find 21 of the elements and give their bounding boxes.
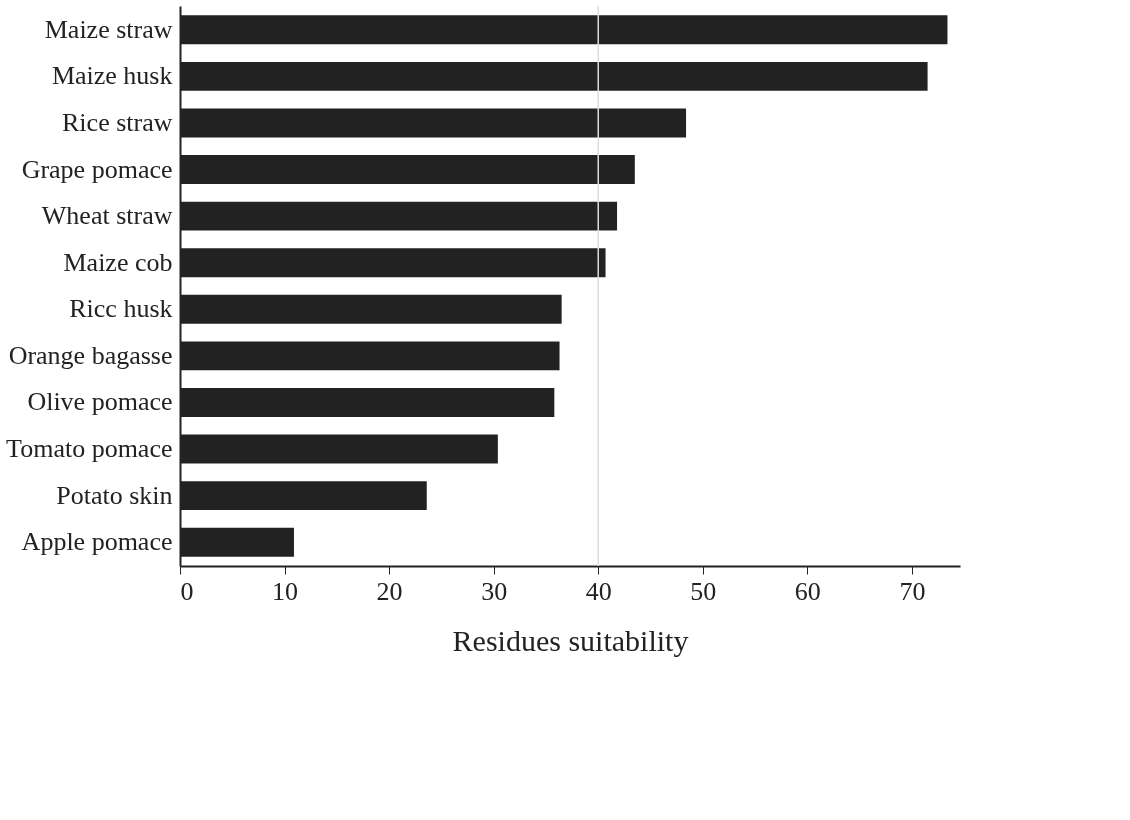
y-tick-label: Potato skin [56,480,173,510]
y-tick-label: Wheat straw [41,201,173,231]
y-tick-label: Orange bagasse [8,340,173,370]
x-tick-label: 60 [794,576,821,606]
y-tick-label: Rice straw [62,107,173,137]
y-tick-label: Ricc husk [69,294,173,324]
x-tick-label: 0 [180,576,194,606]
x-tick-label: 40 [585,576,612,606]
x-tick-label: 30 [481,576,508,606]
x-tick-label: 70 [899,576,926,606]
x-tick-label: 50 [690,576,717,606]
y-tick-label: Grape pomace [21,154,173,184]
x-tick-label: 20 [376,576,403,606]
y-tick-label: Tomato pomace [6,434,173,464]
y-tick-label: Maize husk [51,61,173,91]
y-tick-label: Maize straw [44,14,173,44]
x-axis-title: Residues suitability [452,623,689,657]
y-tick-label: Apple pomace [21,527,173,557]
y-tick-label: Olive pomace [27,387,173,417]
y-tick-label: Maize cob [63,247,173,277]
x-tick-label: 10 [272,576,299,606]
